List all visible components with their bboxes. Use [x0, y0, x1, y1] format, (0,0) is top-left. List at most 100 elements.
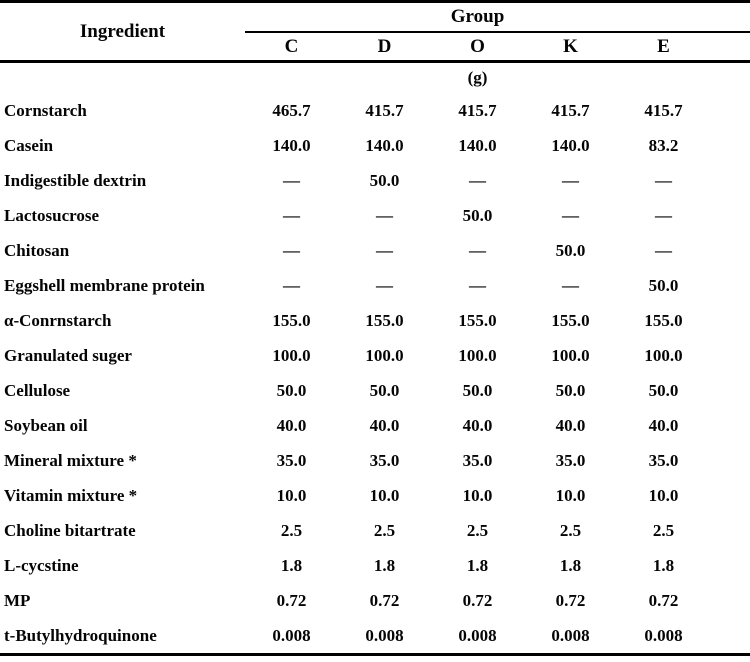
- value-cell-c: 2.5: [280, 520, 303, 540]
- value-cell-e: 10.0: [648, 485, 679, 505]
- value-cell-o: 35.0: [462, 450, 493, 470]
- value-cell-o: 140.0: [458, 135, 497, 155]
- value-cell-d: 35.0: [369, 450, 400, 470]
- value-cell-e: 0.72: [648, 590, 679, 610]
- value-cell-k: 100.0: [551, 345, 590, 365]
- value-cell-k: —: [562, 205, 579, 225]
- column-header-e: E: [617, 32, 710, 63]
- ingredient-cell: Mineral mixture *: [4, 450, 137, 470]
- value-cell-c: —: [283, 170, 300, 190]
- value-cell-c: —: [283, 240, 300, 260]
- value-cell-o: 50.0: [462, 380, 493, 400]
- column-header-o: O: [431, 32, 524, 63]
- value-cell-k: 155.0: [551, 310, 590, 330]
- row-spacer: [710, 198, 750, 233]
- value-cell-e: 1.8: [652, 555, 675, 575]
- value-cell-o: —: [469, 170, 486, 190]
- row-spacer: [710, 338, 750, 373]
- value-cell-d: 50.0: [369, 170, 400, 190]
- value-cell-d: 10.0: [369, 485, 400, 505]
- value-cell-c: 0.72: [276, 590, 307, 610]
- value-cell-c: 100.0: [272, 345, 311, 365]
- value-cell-e: 50.0: [648, 380, 679, 400]
- value-cell-e: 0.008: [644, 625, 683, 645]
- table-row: Granulated suger 100.0 100.0 100.0 100.0 100.…: [0, 338, 750, 373]
- value-cell-c: 0.008: [272, 625, 311, 645]
- value-cell-k: —: [562, 275, 579, 295]
- value-cell-k: 40.0: [555, 415, 586, 435]
- value-cell-d: 100.0: [365, 345, 404, 365]
- value-cell-d: —: [376, 275, 393, 295]
- ingredient-cell: t-Butylhydroquinone: [4, 625, 157, 645]
- value-cell-k: 2.5: [559, 520, 582, 540]
- unit-row-spacer: [245, 62, 338, 94]
- value-cell-e: 2.5: [652, 520, 675, 540]
- value-cell-k: 50.0: [555, 240, 586, 260]
- header-spacer: [710, 32, 750, 63]
- row-spacer: [710, 408, 750, 443]
- unit-label: (g): [467, 68, 488, 87]
- ingredient-cell: Casein: [4, 135, 54, 155]
- row-spacer: [710, 268, 750, 303]
- value-cell-c: 140.0: [272, 135, 311, 155]
- table-row: Indigestible dextrin — 50.0 — — —: [0, 163, 750, 198]
- ingredient-cell: Lactosucrose: [4, 205, 100, 225]
- row-spacer: [710, 163, 750, 198]
- value-cell-c: 50.0: [276, 380, 307, 400]
- value-cell-o: 10.0: [462, 485, 493, 505]
- row-spacer: [710, 443, 750, 478]
- ingredient-cell: Cellulose: [4, 380, 71, 400]
- ingredient-cell: Vitamin mixture *: [4, 485, 138, 505]
- value-cell-k: 1.8: [559, 555, 582, 575]
- value-cell-d: 0.72: [369, 590, 400, 610]
- unit-row-spacer: [617, 62, 710, 94]
- table-row: Lactosucrose — — 50.0 — —: [0, 198, 750, 233]
- value-cell-d: —: [376, 240, 393, 260]
- row-spacer: [710, 303, 750, 338]
- value-cell-d: 1.8: [373, 555, 396, 575]
- table-row: t-Butylhydroquinone 0.008 0.008 0.008 0.008 0…: [0, 618, 750, 655]
- table-row: Casein 140.0 140.0 140.0 140.0 83.2: [0, 128, 750, 163]
- ingredient-cell: Chitosan: [4, 240, 70, 260]
- value-cell-c: 1.8: [280, 555, 303, 575]
- value-cell-d: 415.7: [365, 100, 404, 120]
- value-cell-o: 40.0: [462, 415, 493, 435]
- ingredient-cell: Soybean oil: [4, 415, 88, 435]
- value-cell-o: 1.8: [466, 555, 489, 575]
- value-cell-c: 35.0: [276, 450, 307, 470]
- value-cell-e: —: [655, 170, 672, 190]
- group-column-header: Group: [245, 1, 750, 33]
- value-cell-k: —: [562, 170, 579, 190]
- ingredient-cell: MP: [4, 590, 31, 610]
- value-cell-e: 415.7: [644, 100, 683, 120]
- row-spacer: [710, 93, 750, 128]
- value-cell-k: 50.0: [555, 380, 586, 400]
- value-cell-k: 35.0: [555, 450, 586, 470]
- value-cell-o: —: [469, 240, 486, 260]
- value-cell-o: —: [469, 275, 486, 295]
- value-cell-k: 0.008: [551, 625, 590, 645]
- value-cell-d: 40.0: [369, 415, 400, 435]
- value-cell-c: 10.0: [276, 485, 307, 505]
- value-cell-o: 2.5: [466, 520, 489, 540]
- column-header-d: D: [338, 32, 431, 63]
- unit-row-spacer: [338, 62, 431, 94]
- value-cell-e: —: [655, 240, 672, 260]
- column-header-c: C: [245, 32, 338, 63]
- value-cell-o: 155.0: [458, 310, 497, 330]
- value-cell-o: 50.0: [462, 205, 493, 225]
- value-cell-d: 0.008: [365, 625, 404, 645]
- table-row: Soybean oil 40.0 40.0 40.0 40.0 40.0: [0, 408, 750, 443]
- ingredient-cell: Eggshell membrane protein: [4, 275, 205, 295]
- group-header-row: Ingredient Group: [0, 1, 750, 63]
- table-row: Cellulose 50.0 50.0 50.0 50.0 50.0: [0, 373, 750, 408]
- ingredient-cell: Granulated suger: [4, 345, 132, 365]
- table-row: MP 0.72 0.72 0.72 0.72 0.72: [0, 583, 750, 618]
- value-cell-c: —: [283, 205, 300, 225]
- value-cell-e: 100.0: [644, 345, 683, 365]
- value-cell-k: 415.7: [551, 100, 590, 120]
- row-spacer: [710, 618, 750, 655]
- unit-row-spacer: [0, 62, 245, 94]
